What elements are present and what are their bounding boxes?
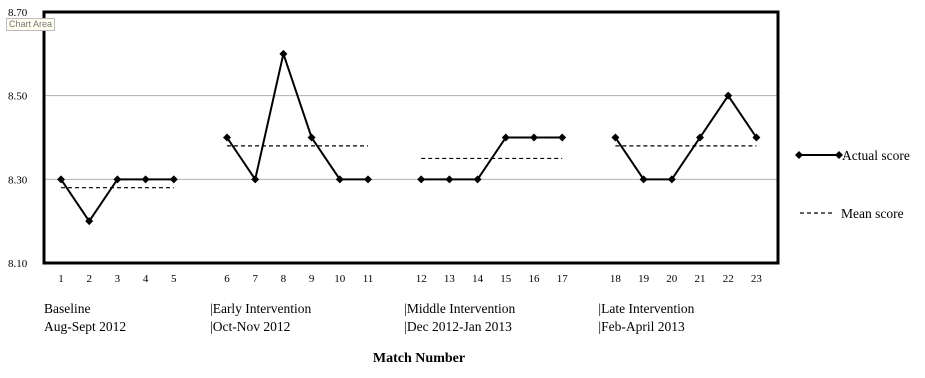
x-tick-label: 21 [695,273,706,285]
legend[interactable]: Actual score Mean score [795,148,910,221]
data-point[interactable] [364,175,372,184]
x-axis: 1 2 3 4 5 6 7 8 9 10 11 12 13 14 15 16 17 18 19 20 21 22 23 [58,273,762,285]
data-point[interactable] [417,175,426,184]
data-point[interactable] [113,175,122,184]
y-axis: 8.10 8.30 8.50 8.70 [8,7,28,270]
data-point[interactable] [696,133,704,142]
phase-label: |Middle Intervention [404,301,515,316]
y-tick-label: 8.70 [8,7,28,19]
x-tick-label: 11 [363,273,374,285]
x-tick-label: 9 [309,273,315,285]
legend-mean-label: Mean score [841,206,904,221]
data-point[interactable] [724,91,733,100]
data-point[interactable] [473,175,482,184]
x-tick-label: 3 [115,273,121,285]
x-tick-label: 13 [444,273,456,285]
gridlines [44,95,778,180]
x-tick-label: 16 [529,273,541,285]
x-tick-label: 10 [334,273,346,285]
data-point[interactable] [141,175,150,184]
actual-line [60,178,174,223]
data-point[interactable] [611,133,620,142]
phase-sublabel: Aug-Sept 2012 [44,319,126,334]
phase-label: |Late Intervention [598,301,694,316]
data-point[interactable] [667,175,676,184]
chart-area-tooltip: Chart Area [6,18,56,31]
phase-label: Baseline [44,301,91,316]
data-point[interactable] [85,217,94,226]
x-tick-label: 23 [751,273,763,285]
x-tick-label: 18 [610,273,622,285]
actual-line [226,50,368,182]
data-point[interactable] [445,175,454,184]
data-point[interactable] [335,175,344,184]
x-tick-label: 20 [666,273,678,285]
data-point[interactable] [501,133,510,142]
x-tick-label: 5 [171,273,177,285]
y-tick-label: 8.30 [8,174,28,186]
phase-label: |Early Intervention [210,301,312,316]
actual-series [57,49,761,226]
x-tick-label: 15 [500,273,512,285]
mean-series [61,145,757,189]
x-tick-label: 17 [557,273,569,285]
phase-sublabel: |Dec 2012-Jan 2013 [404,319,512,334]
legend-actual-marker-right [835,151,843,159]
legend-actual-marker-left [795,151,803,159]
phase-sublabel: |Feb-April 2013 [598,319,685,334]
plot-area-border [42,10,780,265]
data-point[interactable] [251,175,260,184]
y-tick-label: 8.10 [8,258,28,270]
data-point[interactable] [57,175,65,184]
x-tick-label: 2 [86,273,92,285]
phase-sublabel: |Oct-Nov 2012 [210,319,290,334]
x-axis-label: Match Number [373,351,465,366]
x-tick-label: 4 [143,273,149,285]
data-point[interactable] [639,175,648,184]
data-point[interactable] [223,133,231,142]
phase-labels: Baseline Aug-Sept 2012 |Early Intervention… [44,301,695,334]
data-point[interactable] [530,133,538,142]
legend-actual-label: Actual score [842,148,910,163]
x-tick-label: 1 [58,273,64,285]
data-point[interactable] [307,133,316,142]
x-tick-label: 12 [416,273,427,285]
actual-line [614,93,758,181]
data-point[interactable] [279,49,288,58]
x-tick-label: 22 [723,273,734,285]
y-tick-label: 8.50 [8,91,28,103]
actual-line [421,136,563,181]
x-tick-label: 19 [638,273,650,285]
data-point[interactable] [169,175,178,184]
x-tick-label: 7 [252,273,258,285]
x-tick-label: 14 [472,273,484,285]
data-point[interactable] [558,133,567,142]
x-tick-label: 8 [281,273,287,285]
x-tick-label: 6 [224,273,230,285]
data-point[interactable] [752,133,761,142]
